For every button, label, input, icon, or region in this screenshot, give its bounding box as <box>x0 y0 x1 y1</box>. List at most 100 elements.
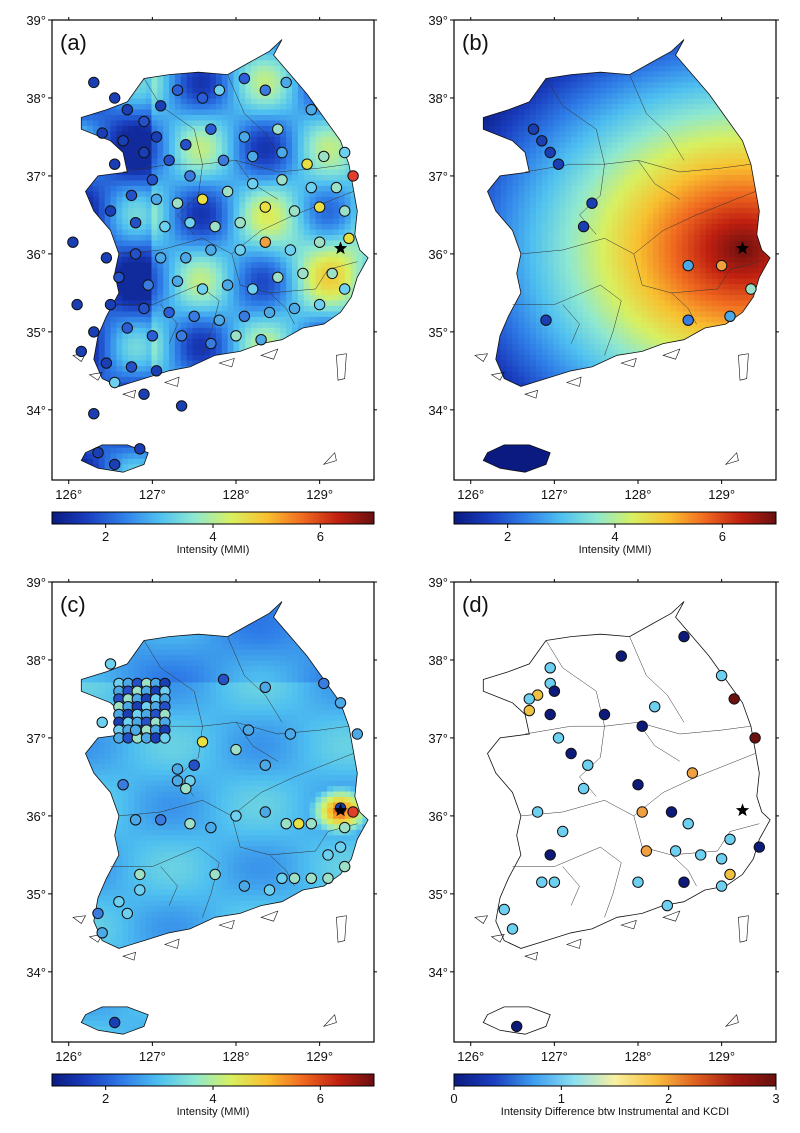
station-marker <box>544 849 556 861</box>
station-marker <box>134 443 146 455</box>
station-marker <box>163 306 175 319</box>
station-marker <box>318 677 330 690</box>
station-marker <box>636 720 648 732</box>
station-marker <box>288 302 301 315</box>
station-marker <box>92 907 104 920</box>
station-marker <box>728 693 740 705</box>
province-boundary <box>525 722 751 735</box>
province-boundary <box>520 191 756 255</box>
map-frame <box>51 19 375 481</box>
station-marker <box>159 732 171 744</box>
lat-tick-label: 38° <box>428 653 448 668</box>
station-marker <box>217 673 230 686</box>
station-marker <box>196 283 209 295</box>
station-marker <box>548 876 561 888</box>
province-boundary <box>633 253 760 294</box>
station-marker <box>247 150 259 163</box>
station-marker <box>531 806 544 818</box>
station-marker <box>313 298 326 311</box>
lon-tick-label: 126° <box>457 487 484 502</box>
station-marker <box>188 310 200 322</box>
colorbar-tick-label: 4 <box>611 529 618 544</box>
station-marker <box>548 685 561 697</box>
station-marker <box>649 701 661 713</box>
lat-tick-label: 39° <box>428 13 448 28</box>
lon-tick-label: 127° <box>541 487 568 502</box>
island-outline <box>724 452 739 466</box>
lon-tick-label: 129° <box>306 487 333 502</box>
lat-tick-label: 37° <box>428 169 448 184</box>
station-marker <box>109 376 121 389</box>
station-marker <box>238 310 251 322</box>
province-boundary <box>562 304 580 344</box>
station-marker <box>318 150 330 163</box>
colorbar <box>51 511 375 525</box>
province-boundary <box>545 640 605 727</box>
lon-tick-label: 128° <box>625 1049 652 1064</box>
province-boundary <box>512 284 622 356</box>
map-panel-a: 126° 127° 128° 129° 34° 35° 36° 37° 38° 39° (a) 2 4 6… <box>26 13 377 556</box>
station-marker <box>305 818 317 830</box>
island-outline <box>322 1014 337 1028</box>
station-marker <box>138 146 150 159</box>
province-boundary <box>227 74 283 161</box>
colorbar-title: Intensity (MMI) <box>177 1106 250 1118</box>
station-marker <box>334 841 347 853</box>
colorbar-title: Intensity (MMI) <box>579 544 652 556</box>
station-marker <box>661 899 674 912</box>
lat-tick-label: 35° <box>428 887 448 902</box>
station-marker <box>276 872 288 884</box>
station-marker <box>159 220 171 233</box>
province-boundary <box>227 636 283 723</box>
station-marker <box>171 763 184 775</box>
station-marker <box>523 693 536 705</box>
station-marker <box>259 681 272 694</box>
province-boundary <box>143 78 203 165</box>
station-marker <box>288 872 301 884</box>
station-marker <box>67 236 79 248</box>
island-outline <box>260 910 279 922</box>
lon-tick-label: 129° <box>708 1049 735 1064</box>
station-marker <box>109 158 121 170</box>
jeju-coastline <box>482 1006 551 1035</box>
island-outline <box>260 348 279 360</box>
station-marker <box>536 135 548 147</box>
station-marker <box>582 759 594 771</box>
station-marker <box>121 907 134 920</box>
province-boundary <box>545 78 605 165</box>
lon-tick-label: 127° <box>139 1049 166 1064</box>
station-marker <box>238 72 251 85</box>
station-marker <box>205 821 217 834</box>
station-marker <box>347 806 359 818</box>
panel-d: 126° 127° 128° 129° 34° 35° 36° 37° 38° 39° (d) 0 1 2… <box>414 570 789 1130</box>
island-outline <box>524 389 538 399</box>
lat-tick-label: 36° <box>26 247 46 262</box>
colorbar-title: Intensity (MMI) <box>177 544 250 556</box>
station-marker <box>259 759 272 771</box>
station-marker <box>749 732 761 744</box>
station-marker <box>142 279 154 291</box>
lon-tick-label: 128° <box>223 1049 250 1064</box>
island-outline <box>738 915 749 943</box>
station-marker <box>339 821 351 834</box>
colorbar-tick-label: 6 <box>317 1091 324 1106</box>
station-marker <box>242 724 255 736</box>
station-marker <box>213 314 226 326</box>
station-marker <box>280 76 292 89</box>
station-marker <box>217 154 230 167</box>
station-marker <box>284 244 297 256</box>
epicenter-star-icon <box>735 803 750 817</box>
lat-tick-label: 36° <box>26 809 46 824</box>
lon-tick-label: 128° <box>223 487 250 502</box>
station-marker <box>129 217 142 229</box>
station-marker <box>523 704 536 717</box>
station-marker <box>682 259 694 272</box>
station-marker <box>276 174 288 186</box>
station-marker <box>715 259 728 272</box>
station-marker <box>205 337 217 350</box>
lon-tick-label: 126° <box>457 1049 484 1064</box>
station-marker <box>96 716 108 729</box>
station-marker <box>272 271 284 283</box>
station-marker <box>96 927 108 939</box>
station-marker <box>347 170 359 182</box>
